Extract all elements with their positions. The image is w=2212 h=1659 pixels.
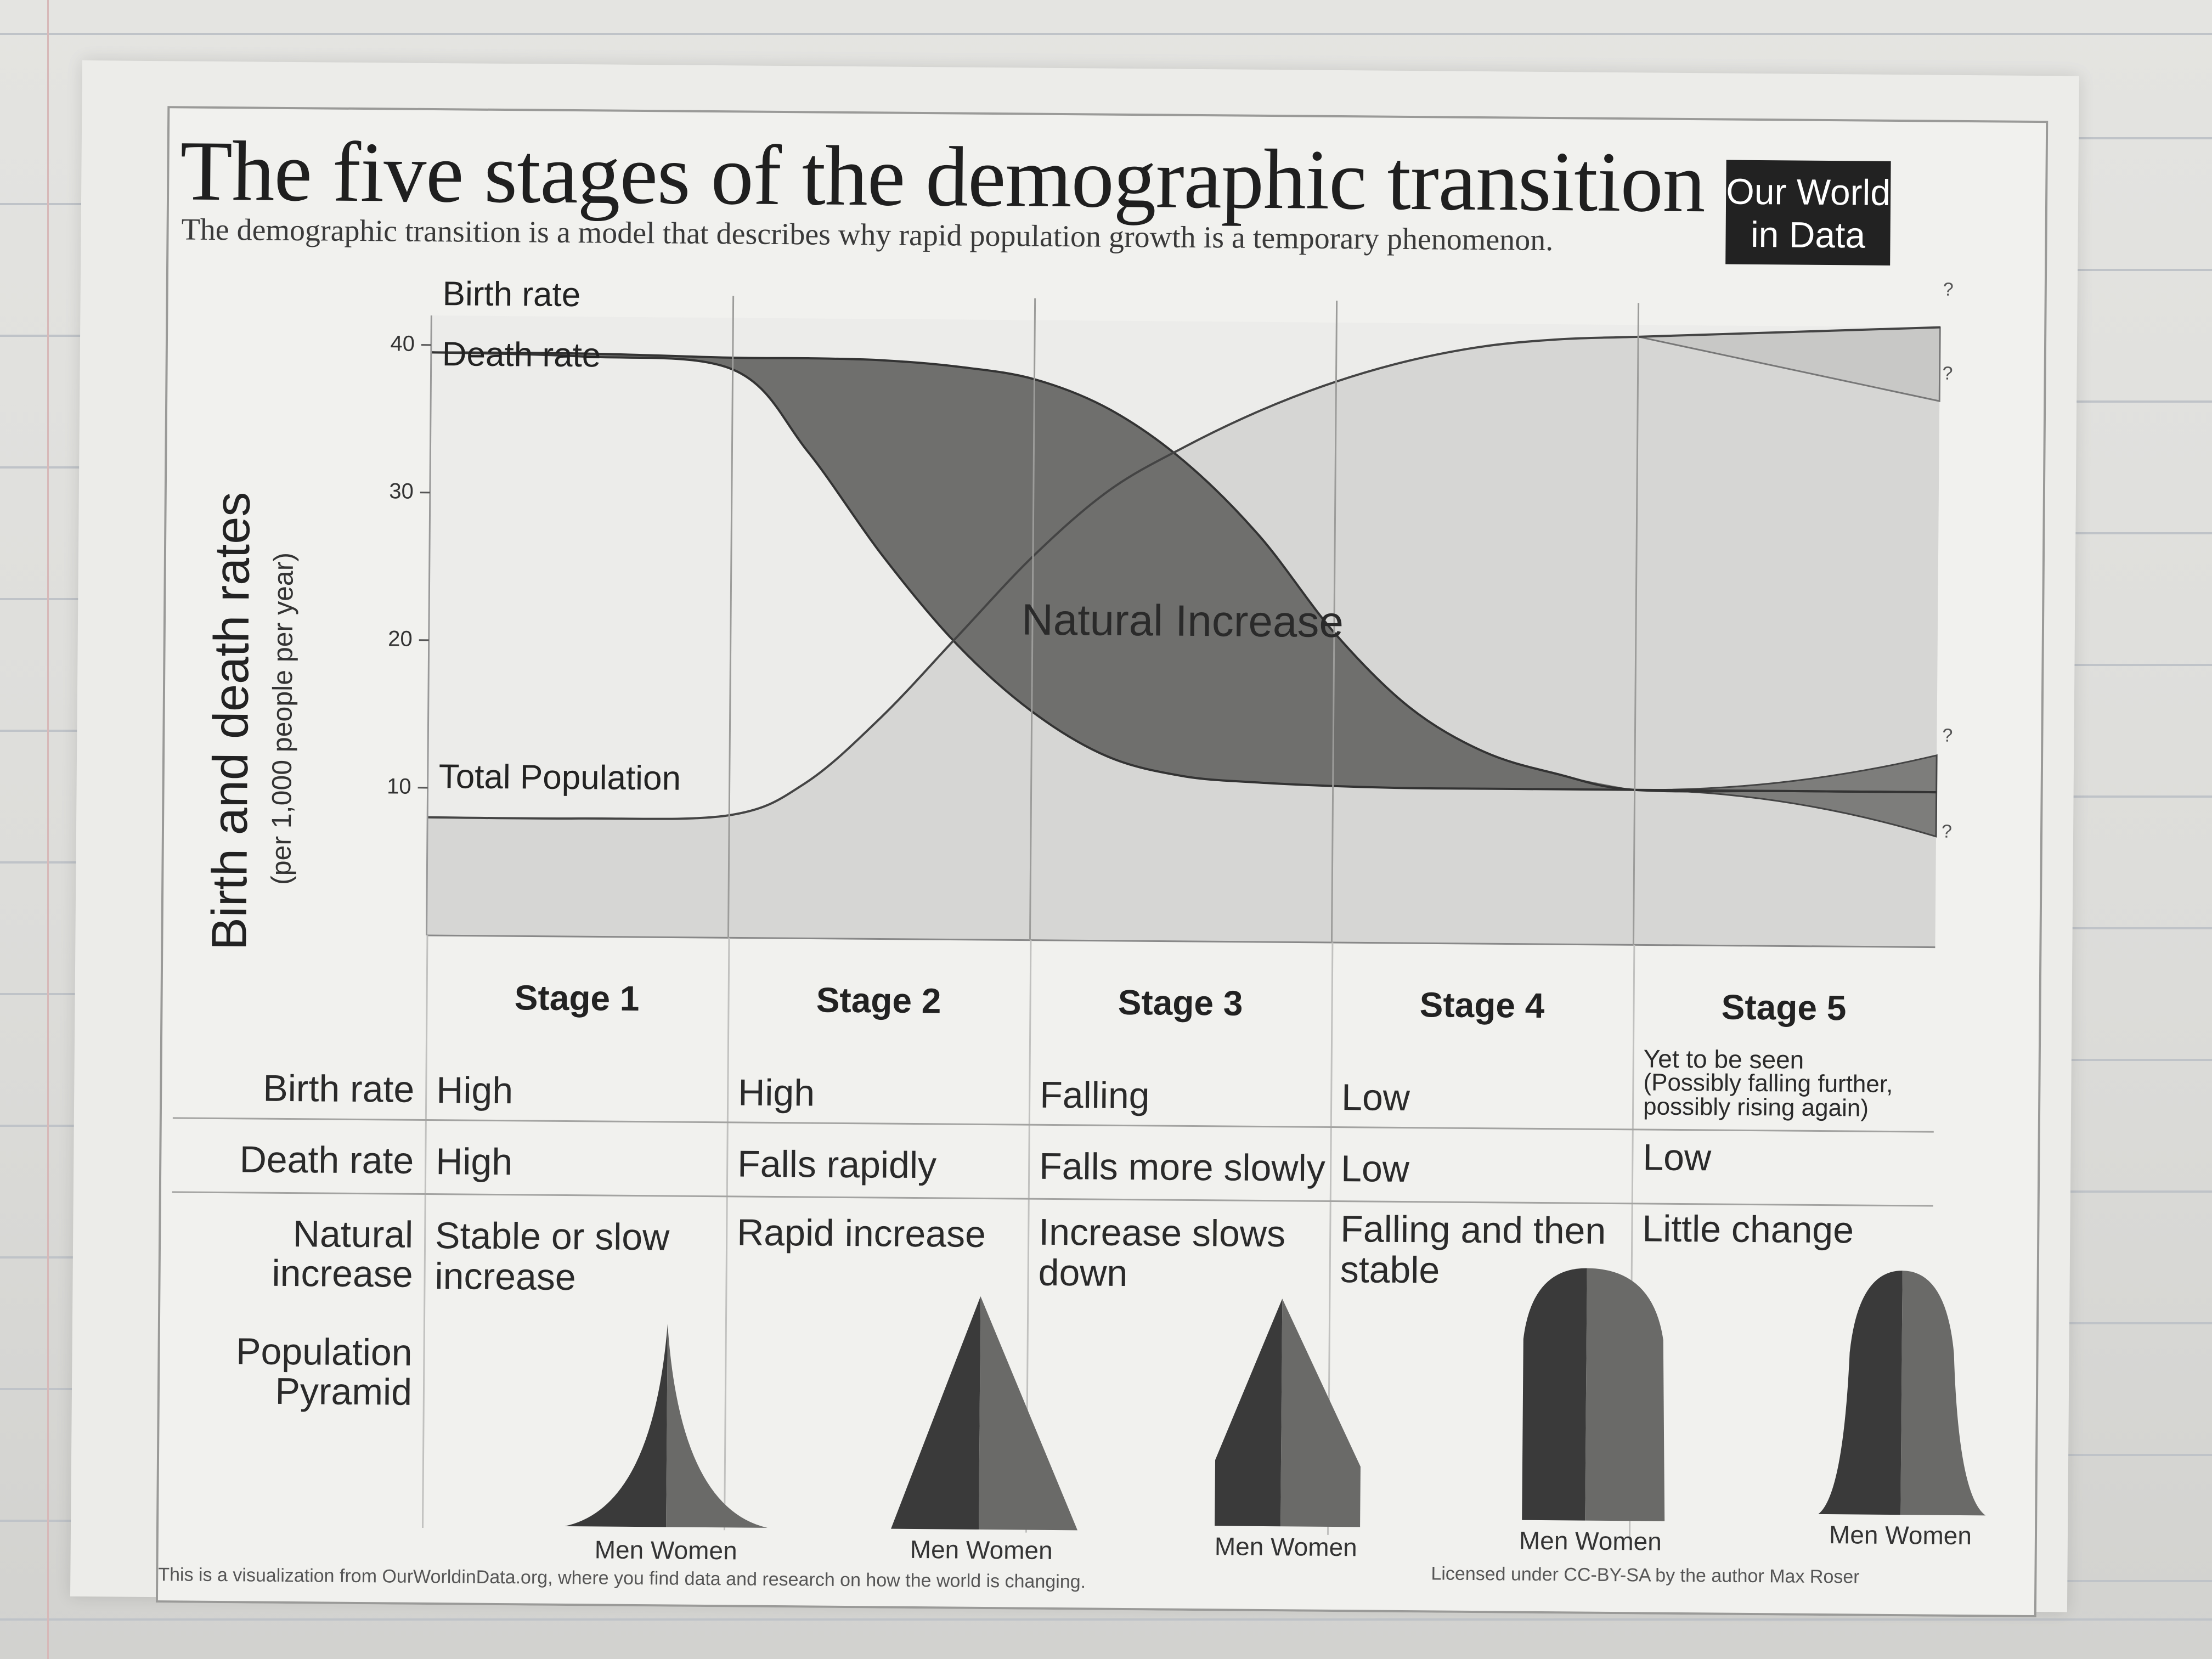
paper-rule [0, 1618, 2212, 1621]
paper-rule [0, 861, 82, 864]
paper-rule [0, 33, 2212, 35]
paper-rule [0, 466, 82, 469]
pyramid-men [891, 1296, 981, 1530]
demographic-chart [417, 296, 1941, 949]
paper-rule [2030, 269, 2212, 271]
pyramid-stage2 [891, 1296, 1078, 1531]
pyramid-caption: Men Women [1829, 1520, 1972, 1550]
paper-rule [2030, 1454, 2212, 1456]
stage-divider [1330, 300, 1338, 943]
pyramid-men [565, 1324, 668, 1527]
pyramid-caption: Men Women [1519, 1526, 1662, 1556]
paper-rule [0, 1388, 82, 1390]
pyramid-stage3 [1215, 1299, 1361, 1527]
stage5-birth-rate-projection [1634, 754, 1938, 838]
birth-rate-line [431, 351, 1937, 794]
paper-rule [2030, 1322, 2212, 1324]
paper-rule [2030, 664, 2212, 666]
paper-rule [2030, 1059, 2212, 1061]
paper-rule [0, 1520, 82, 1522]
pyramid-caption: Men Women [910, 1534, 1053, 1565]
stage-divider [1632, 303, 1640, 945]
pyramid-stage5 [1818, 1271, 1986, 1516]
pyramid-stage1 [565, 1324, 768, 1528]
y-axis-line [425, 315, 432, 935]
pyramid-women [1900, 1271, 1986, 1516]
paper-rule [2030, 532, 2212, 534]
pyramid-caption: Men Women [594, 1535, 737, 1565]
pyramid-men [1818, 1271, 1903, 1515]
paper-rule [2030, 1190, 2212, 1193]
stage-divider [727, 296, 735, 938]
paper-rule [0, 1256, 82, 1259]
stage-divider [1029, 298, 1036, 940]
paper-rule [0, 730, 82, 732]
y-tick-marks [417, 344, 431, 789]
paper-rule [0, 203, 82, 205]
paper-rule [0, 1125, 82, 1127]
paper-rule [2030, 1580, 2212, 1582]
stage-dividers [727, 296, 1640, 945]
pyramid-men [1215, 1299, 1283, 1527]
x-axis-line [426, 934, 1936, 949]
paper-margin-line [47, 0, 49, 1659]
paper-rule [2030, 927, 2212, 929]
footer-license: Licensed under CC-BY-SA by the author Ma… [1431, 1563, 1860, 1588]
pyramid-women [1280, 1299, 1361, 1527]
paper-rule [0, 598, 82, 600]
population-pyramids [565, 1268, 1986, 1531]
total-population-line [427, 326, 1940, 820]
paper-rule [2030, 795, 2212, 798]
paper-rule [0, 335, 82, 337]
paper-rule [2030, 400, 2212, 403]
paper-rule [0, 993, 82, 995]
printed-sheet: The five stages of the demographic trans… [70, 60, 2079, 1618]
pyramid-caption: Men Women [1214, 1532, 1357, 1562]
pyramid-stage4 [1522, 1268, 1665, 1521]
pyramid-women [666, 1324, 768, 1528]
death-rate-line [431, 351, 1937, 794]
pyramid-men [1522, 1268, 1587, 1521]
pyramid-women [979, 1296, 1078, 1531]
paper-rule [2030, 137, 2212, 139]
pyramid-women [1585, 1268, 1665, 1521]
